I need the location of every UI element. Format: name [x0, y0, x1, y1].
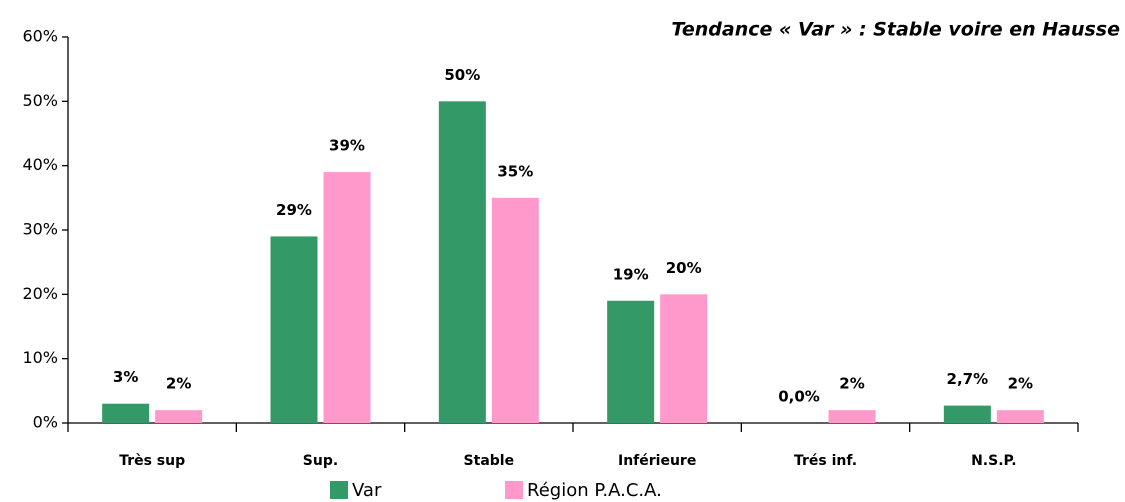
value-label: 19%: [613, 265, 649, 283]
bar: [491, 197, 539, 423]
value-label: 2%: [166, 375, 191, 393]
x-tick-label: Sup.: [303, 453, 338, 469]
value-label: 50%: [444, 66, 480, 84]
value-label: 0,0%: [778, 388, 820, 406]
x-tick-label: Inférieure: [618, 453, 696, 469]
legend-label: Région P.A.C.A.: [527, 480, 662, 501]
legend-label: Var: [352, 480, 382, 501]
y-tick-label: 60%: [22, 27, 58, 46]
bar: [660, 294, 708, 423]
bar: [155, 410, 203, 423]
y-tick-label: 40%: [22, 155, 58, 174]
y-tick-label: 10%: [22, 348, 58, 367]
y-tick-label: 50%: [22, 91, 58, 110]
value-label: 35%: [497, 162, 533, 180]
value-label: 39%: [329, 137, 365, 155]
bar: [270, 236, 318, 423]
y-tick-label: 0%: [33, 413, 58, 432]
bar: [996, 410, 1044, 423]
bar: [438, 101, 486, 423]
x-tick-label: Trés inf.: [794, 453, 857, 469]
bar: [943, 405, 991, 423]
bar: [102, 403, 150, 423]
value-label: 20%: [666, 259, 702, 277]
legend-swatch: [505, 481, 523, 499]
x-tick-label: N.S.P.: [971, 453, 1016, 469]
x-tick-label: Très sup: [119, 453, 185, 469]
legend-swatch: [330, 481, 348, 499]
y-tick-label: 30%: [22, 220, 58, 239]
value-label: 2%: [1008, 375, 1033, 393]
chart-title: Tendance « Var » : Stable voire en Hauss…: [671, 19, 1120, 41]
value-label: 29%: [276, 201, 312, 219]
bar: [607, 300, 655, 423]
x-tick-label: Stable: [464, 453, 515, 469]
bar: [323, 172, 371, 423]
value-label: 2%: [839, 375, 864, 393]
bar: [828, 410, 876, 423]
y-tick-label: 20%: [22, 284, 58, 303]
value-label: 2,7%: [947, 370, 989, 388]
value-label: 3%: [113, 368, 138, 386]
